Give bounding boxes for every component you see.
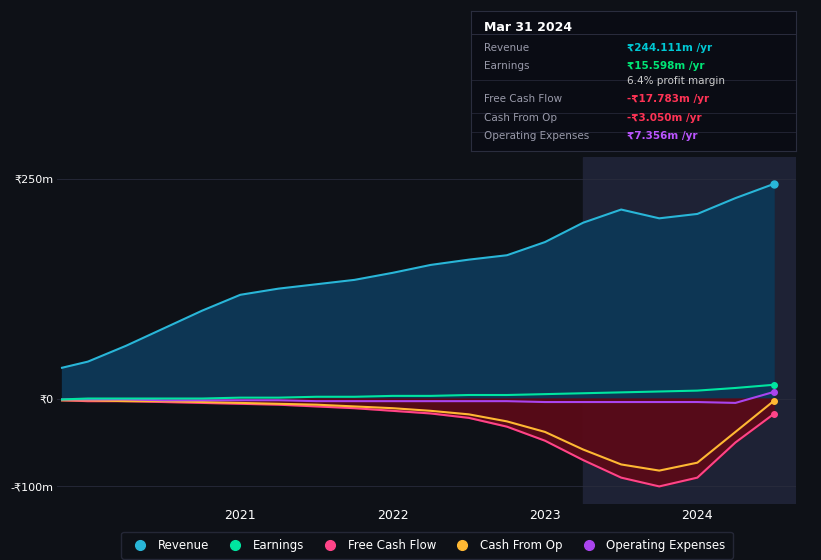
Text: Free Cash Flow: Free Cash Flow	[484, 95, 562, 104]
Text: Mar 31 2024: Mar 31 2024	[484, 21, 572, 34]
Text: ₹7.356m /yr: ₹7.356m /yr	[627, 131, 698, 141]
Text: -₹17.783m /yr: -₹17.783m /yr	[627, 95, 709, 104]
Text: Revenue: Revenue	[484, 43, 530, 53]
Text: ₹15.598m /yr: ₹15.598m /yr	[627, 61, 704, 71]
Text: Operating Expenses: Operating Expenses	[484, 131, 589, 141]
Text: 6.4% profit margin: 6.4% profit margin	[627, 76, 725, 86]
Text: ₹244.111m /yr: ₹244.111m /yr	[627, 43, 713, 53]
Bar	[583, 157, 821, 504]
Text: Earnings: Earnings	[484, 61, 530, 71]
Legend: Revenue, Earnings, Free Cash Flow, Cash From Op, Operating Expenses: Revenue, Earnings, Free Cash Flow, Cash …	[122, 531, 732, 559]
Text: -₹3.050m /yr: -₹3.050m /yr	[627, 113, 702, 123]
Text: Cash From Op: Cash From Op	[484, 113, 557, 123]
